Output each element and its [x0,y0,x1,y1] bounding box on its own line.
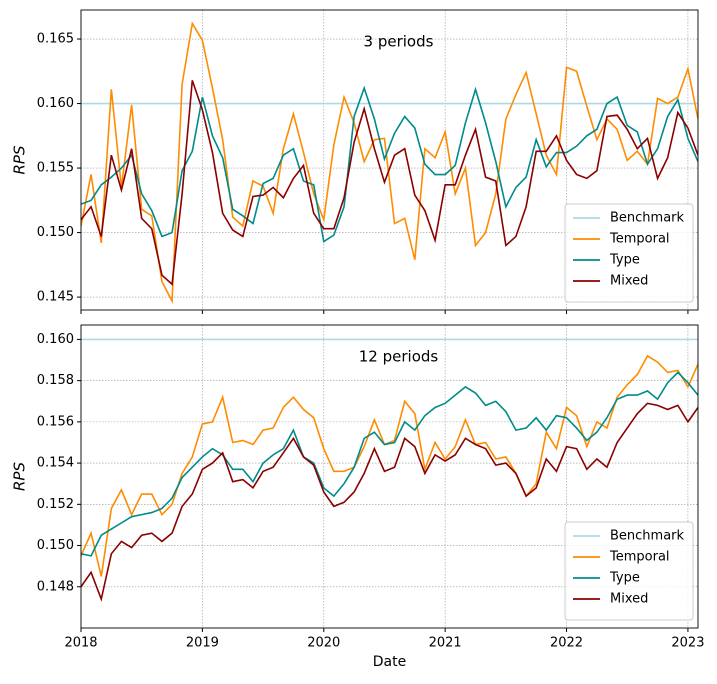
y-tick-label: 0.165 [37,32,74,47]
x-tick-label: 2020 [307,636,340,651]
panel-title: 12 periods [359,348,439,366]
x-tick-label: 2019 [186,636,219,651]
legend-label: Mixed [610,274,648,289]
y-tick-label: 0.160 [37,96,74,111]
series-line [81,354,698,577]
y-tick-label: 0.160 [37,332,74,347]
axes-frame [80,9,699,311]
axes-frame [80,324,699,629]
y-tick-label: 0.145 [37,290,74,305]
legend: Benchmark Temporal Type Mixed [564,521,694,621]
legend-label: Temporal [609,232,670,247]
y-tick-label: 0.154 [37,456,74,471]
legend-box [564,521,694,621]
y-tick-label: 0.148 [37,579,74,594]
y-tick-label: 0.150 [37,538,74,553]
x-tick-label: 2022 [550,636,583,651]
y-axis-label: RPS [11,145,29,174]
y-tick-label: 0.152 [37,497,74,512]
axes: 0.145 0.150 0.155 0.160 0.165 3 periods RPS Ben… [11,9,699,314]
x-tick-label: 2018 [64,636,97,651]
series-line [81,80,698,286]
y-tick-label: 0.150 [37,225,74,240]
x-tick-label: 2023 [671,636,704,651]
series-lines [81,21,698,304]
x-tick-label: 2021 [429,636,462,651]
series-line [81,402,698,602]
series-line [81,21,698,304]
x-axis-label: Date [373,654,406,670]
legend-label: Benchmark [610,529,685,544]
series-lines [81,338,698,602]
legend-label: Temporal [609,550,670,565]
y-tick-label: 0.158 [37,373,74,388]
legend-box [564,203,694,303]
panel-title: 3 periods [364,33,434,51]
legend-label: Mixed [610,592,648,607]
axes: 2018 2019 2020 2021 2022 2023 0.148 0.150 0.152 0… [11,324,704,670]
series-line [81,371,698,557]
legend-label: Benchmark [610,211,685,226]
y-tick-label: 0.155 [37,161,74,176]
y-tick-label: 0.156 [37,414,74,429]
y-axis-label: RPS [11,462,29,491]
legend-label: Type [609,571,640,586]
legend-label: Type [609,253,640,268]
legend: Benchmark Temporal Type Mixed [564,203,694,303]
